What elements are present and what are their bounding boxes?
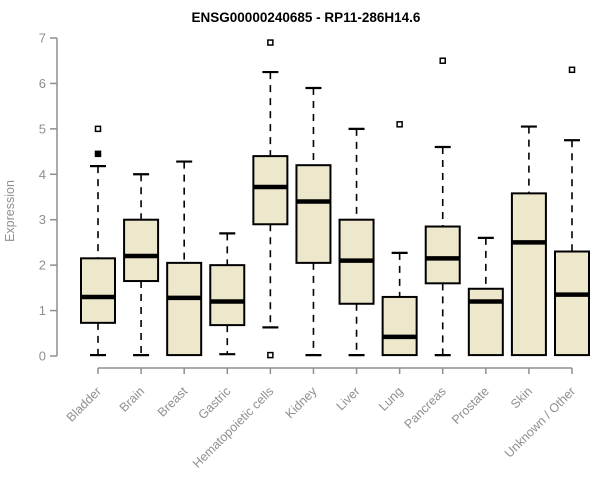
boxplot-group-kidney bbox=[295, 86, 332, 357]
outlier-point-open bbox=[568, 66, 576, 74]
y-tick-label: 7 bbox=[39, 31, 46, 46]
outlier-point-open bbox=[267, 39, 274, 46]
boxplot-group-unknown-other bbox=[554, 66, 590, 357]
outlier-point-open bbox=[396, 121, 403, 128]
outlier-point-open bbox=[94, 125, 102, 133]
boxplot-group-hematopoietic-cells bbox=[252, 39, 289, 359]
x-category-label: Hematopoietic cells bbox=[190, 384, 277, 471]
boxplot-group-prostate bbox=[467, 236, 504, 357]
boxplot-group-pancreas bbox=[424, 57, 461, 357]
x-category-label: Liver bbox=[334, 384, 363, 413]
y-tick-label: 4 bbox=[39, 167, 46, 182]
x-category-label: Bladder bbox=[64, 384, 104, 424]
boxplot-group-lung bbox=[381, 121, 418, 357]
iqr-box bbox=[166, 261, 203, 357]
x-category-label: Skin bbox=[508, 384, 535, 411]
iqr-box bbox=[381, 295, 418, 357]
iqr-box bbox=[80, 257, 116, 324]
y-tick-label: 0 bbox=[39, 349, 46, 364]
y-tick-label: 1 bbox=[39, 303, 46, 318]
boxes-layer bbox=[80, 39, 590, 359]
iqr-box bbox=[295, 164, 332, 264]
x-category-label: Brain bbox=[117, 384, 148, 415]
y-tick-label: 3 bbox=[39, 212, 46, 227]
y-tick-label: 2 bbox=[39, 258, 46, 273]
iqr-box bbox=[424, 225, 461, 285]
iqr-box bbox=[510, 192, 547, 357]
x-category-label: Kidney bbox=[283, 384, 320, 421]
outlier-point-filled bbox=[94, 150, 102, 158]
iqr-box bbox=[209, 264, 246, 327]
x-category-label: Breast bbox=[155, 384, 191, 420]
iqr-box bbox=[467, 287, 504, 357]
boxplot-group-gastric bbox=[209, 232, 246, 356]
y-axis-label: Expression bbox=[3, 180, 17, 242]
boxplot-group-bladder bbox=[80, 125, 116, 357]
chart-title: ENSG00000240685 - RP11-286H14.6 bbox=[192, 10, 421, 25]
outlier-point-open bbox=[439, 57, 446, 64]
outlier-point-open bbox=[267, 351, 274, 359]
boxplot-group-breast bbox=[166, 160, 203, 357]
y-tick-label: 5 bbox=[39, 121, 46, 136]
boxplot-group-brain bbox=[123, 173, 160, 357]
boxplot-group-liver bbox=[338, 127, 375, 357]
x-category-label: Prostate bbox=[449, 384, 492, 427]
x-category-label: Gastric bbox=[195, 384, 233, 422]
iqr-box bbox=[252, 155, 289, 226]
x-category-label: Lung bbox=[376, 384, 406, 414]
x-category-label: Pancreas bbox=[402, 384, 449, 431]
iqr-box bbox=[123, 218, 160, 283]
boxplot-group-skin bbox=[510, 125, 547, 357]
y-tick-label: 6 bbox=[39, 76, 46, 91]
iqr-box bbox=[554, 250, 590, 357]
